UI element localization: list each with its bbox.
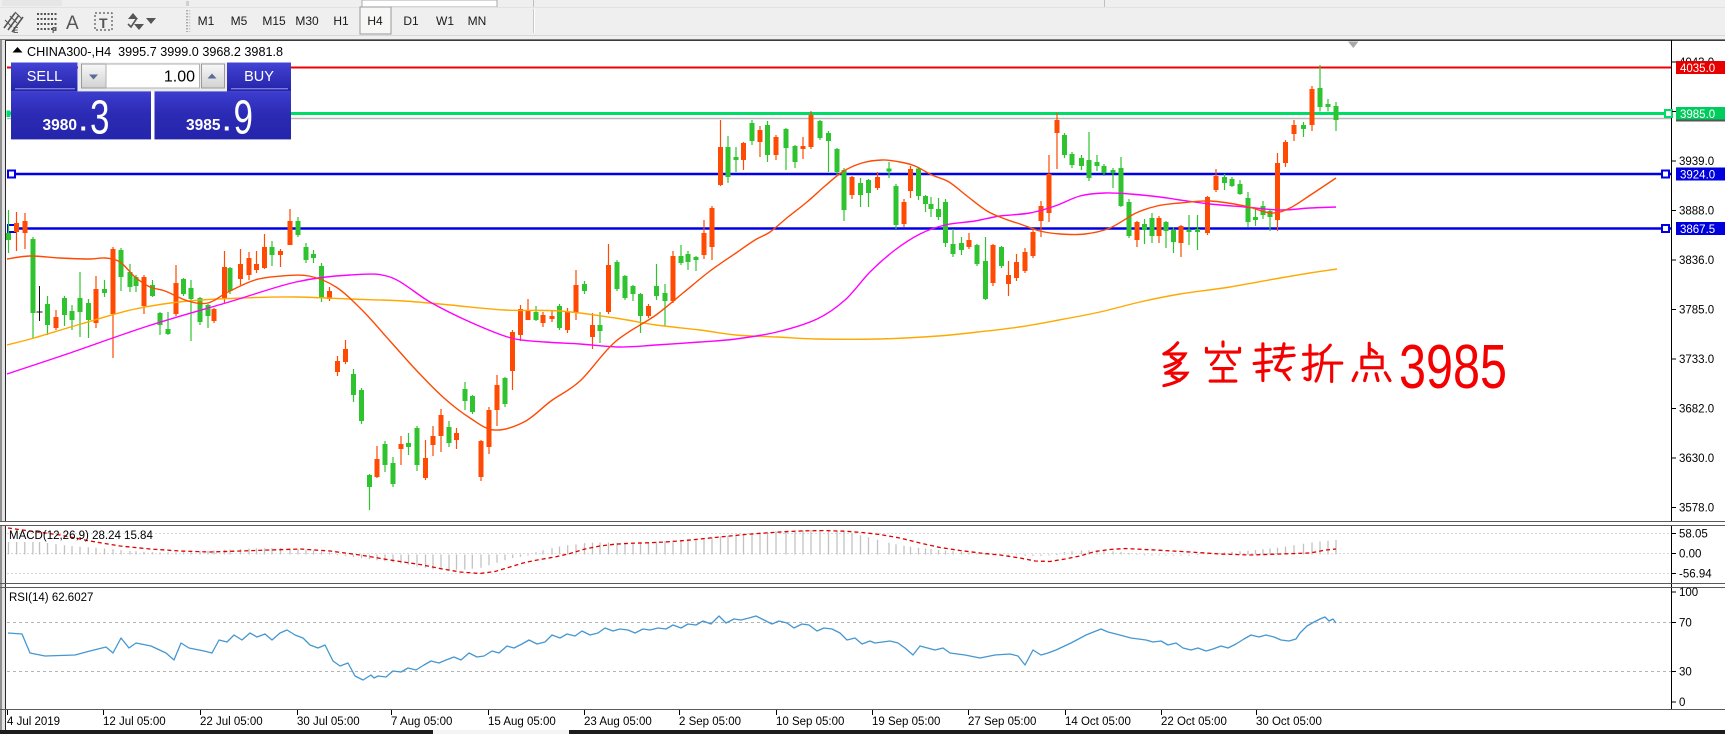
svg-text:4 Jul 2019: 4 Jul 2019 bbox=[7, 716, 60, 728]
svg-text:3980: 3980 bbox=[43, 117, 77, 134]
svg-text:M5: M5 bbox=[231, 14, 248, 28]
svg-text:T: T bbox=[99, 15, 108, 31]
svg-text:30 Oct 05:00: 30 Oct 05:00 bbox=[1256, 716, 1322, 728]
svg-text:CHINA300-,H4 3995.7 3999.0 39: CHINA300-,H4 3995.7 3999.0 3968.2 3981.8 bbox=[27, 44, 283, 59]
svg-text:M1: M1 bbox=[198, 14, 215, 28]
svg-text:3785.0: 3785.0 bbox=[1679, 305, 1714, 317]
svg-text:15 Aug 05:00: 15 Aug 05:00 bbox=[488, 716, 556, 728]
svg-text:E: E bbox=[13, 26, 19, 35]
svg-text:D1: D1 bbox=[403, 14, 419, 28]
svg-text:3867.5: 3867.5 bbox=[1680, 224, 1715, 236]
svg-text:9: 9 bbox=[234, 91, 254, 145]
svg-text:22 Jul 05:00: 22 Jul 05:00 bbox=[200, 716, 263, 728]
svg-text:100: 100 bbox=[1679, 587, 1698, 599]
svg-text:W1: W1 bbox=[436, 14, 454, 28]
svg-text:F: F bbox=[52, 26, 57, 35]
svg-text:3939.0: 3939.0 bbox=[1679, 156, 1714, 168]
svg-text:30 Jul 05:00: 30 Jul 05:00 bbox=[297, 716, 360, 728]
svg-text:1.00: 1.00 bbox=[164, 69, 195, 86]
svg-text:3630.0: 3630.0 bbox=[1679, 453, 1714, 465]
svg-text:3985.0: 3985.0 bbox=[1680, 109, 1715, 121]
svg-text:3: 3 bbox=[90, 91, 110, 145]
svg-text:M15: M15 bbox=[262, 14, 286, 28]
svg-text:7 Aug 05:00: 7 Aug 05:00 bbox=[391, 716, 452, 728]
svg-text:30: 30 bbox=[1679, 667, 1692, 679]
svg-text:.: . bbox=[223, 107, 231, 137]
svg-text:-56.94: -56.94 bbox=[1679, 569, 1712, 581]
svg-text:2 Sep 05:00: 2 Sep 05:00 bbox=[679, 716, 741, 728]
svg-text:3733.0: 3733.0 bbox=[1679, 354, 1714, 366]
svg-text:0.00: 0.00 bbox=[1679, 549, 1701, 561]
svg-text:58.05: 58.05 bbox=[1679, 529, 1708, 541]
svg-text:RSI(14) 62.6027: RSI(14) 62.6027 bbox=[9, 592, 93, 604]
svg-text:27 Sep 05:00: 27 Sep 05:00 bbox=[968, 716, 1036, 728]
svg-text:3924.0: 3924.0 bbox=[1680, 170, 1715, 182]
svg-text:H1: H1 bbox=[333, 14, 349, 28]
svg-text:3578.0: 3578.0 bbox=[1679, 503, 1714, 515]
svg-text:23 Aug 05:00: 23 Aug 05:00 bbox=[584, 716, 652, 728]
svg-text:3682.0: 3682.0 bbox=[1679, 404, 1714, 416]
svg-text:M30: M30 bbox=[295, 14, 319, 28]
svg-text:22 Oct 05:00: 22 Oct 05:00 bbox=[1161, 716, 1227, 728]
svg-text:19 Sep 05:00: 19 Sep 05:00 bbox=[872, 716, 940, 728]
svg-text:14 Oct 05:00: 14 Oct 05:00 bbox=[1065, 716, 1131, 728]
svg-text:10 Sep 05:00: 10 Sep 05:00 bbox=[776, 716, 844, 728]
svg-text:4035.0: 4035.0 bbox=[1680, 63, 1715, 75]
svg-text:MACD(12,26,9) 28.24 15.84: MACD(12,26,9) 28.24 15.84 bbox=[9, 530, 153, 542]
svg-text:70: 70 bbox=[1679, 618, 1692, 630]
svg-text:3985: 3985 bbox=[1399, 333, 1507, 402]
svg-text:BUY: BUY bbox=[244, 69, 274, 85]
svg-text:3836.0: 3836.0 bbox=[1679, 255, 1714, 267]
svg-text:H4: H4 bbox=[367, 14, 383, 28]
svg-text:0: 0 bbox=[1679, 697, 1685, 709]
svg-text:3888.0: 3888.0 bbox=[1679, 206, 1714, 218]
svg-text:SELL: SELL bbox=[27, 69, 62, 85]
svg-text:3985: 3985 bbox=[186, 117, 221, 134]
svg-text:12 Jul 05:00: 12 Jul 05:00 bbox=[103, 716, 166, 728]
svg-text:A: A bbox=[66, 13, 79, 34]
svg-text:MN: MN bbox=[468, 14, 487, 28]
svg-text:.: . bbox=[80, 107, 88, 137]
